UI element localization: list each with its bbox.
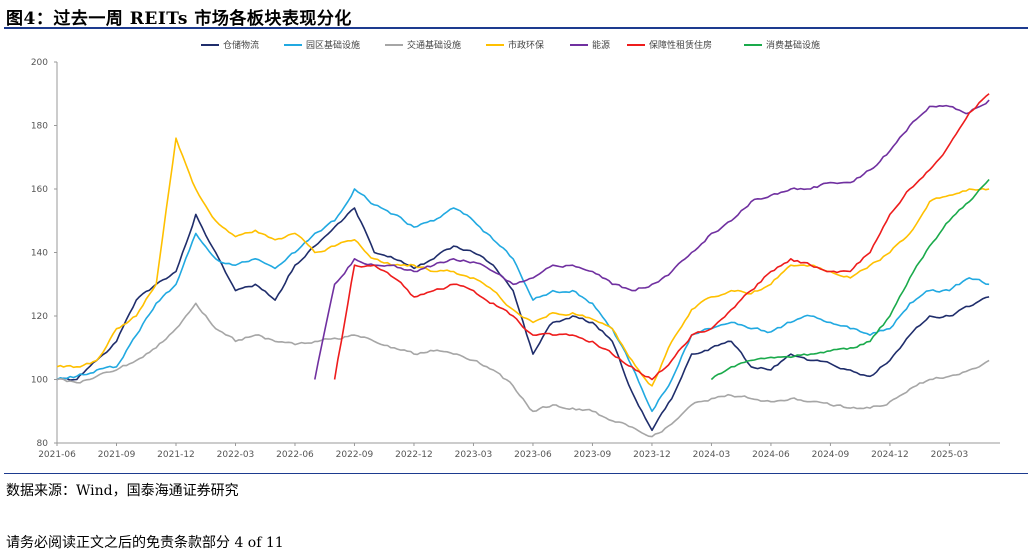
legend-label: 交通基础设施 xyxy=(407,39,461,51)
legend-item: 交通基础设施 xyxy=(385,39,461,51)
x-tick-label: 2023-03 xyxy=(455,450,493,460)
chart-axes: 80 100 120 140 160 180 200 2021-06 2021-09 2021-1… xyxy=(31,58,1000,460)
x-tick-label: 2023-06 xyxy=(514,450,552,460)
x-tick-label: 2024-06 xyxy=(752,450,790,460)
legend-label: 消费基础设施 xyxy=(766,39,820,51)
x-tick-label: 2024-03 xyxy=(693,450,731,460)
series-line-6 xyxy=(333,93,990,381)
x-tick-label: 2024-12 xyxy=(871,450,909,460)
series-line-7 xyxy=(710,178,990,381)
y-tick-label: 100 xyxy=(31,376,48,386)
x-tick-label: 2023-09 xyxy=(574,450,612,460)
x-tick-label: 2021-09 xyxy=(98,450,136,460)
chart-legend: 仓储物流 园区基础设施 交通基础设施 市政环保 能源 保障性租赁住房 消费基础设施 xyxy=(201,39,820,51)
legend-item: 能源 xyxy=(570,39,610,51)
legend-label: 仓储物流 xyxy=(223,39,259,51)
legend-item: 市政环保 xyxy=(486,39,544,51)
y-tick-label: 120 xyxy=(31,312,48,322)
legend-item: 保障性租赁住房 xyxy=(627,39,712,51)
y-tick-label: 180 xyxy=(31,122,48,132)
x-tick-label: 2021-12 xyxy=(157,450,195,460)
x-tick-label: 2022-09 xyxy=(336,450,374,460)
source-rule xyxy=(4,473,1028,474)
legend-item: 消费基础设施 xyxy=(744,39,820,51)
legend-label: 保障性租赁住房 xyxy=(649,39,712,51)
chart-series xyxy=(56,93,990,438)
x-tick-label: 2022-06 xyxy=(276,450,314,460)
page-footer: 请务必阅读正文之后的免责条款部分 4 of 11 xyxy=(6,535,284,551)
legend-label: 市政环保 xyxy=(508,39,544,51)
figure-title: 图4：过去一周 REITs 市场各板块表现分化 xyxy=(6,9,352,29)
x-tick-label: 2021-06 xyxy=(38,450,76,460)
legend-item: 园区基础设施 xyxy=(284,39,360,51)
series-line-4 xyxy=(56,137,990,387)
x-tick-label: 2022-12 xyxy=(395,450,433,460)
legend-label: 能源 xyxy=(592,39,610,51)
x-tick-label: 2023-12 xyxy=(633,450,671,460)
legend-item: 仓储物流 xyxy=(201,39,259,51)
x-tick-label: 2025-03 xyxy=(931,450,969,460)
series-line-2 xyxy=(56,188,990,413)
y-tick-label: 140 xyxy=(31,249,48,259)
legend-label: 园区基础设施 xyxy=(306,39,360,51)
source-note: 数据来源：Wind，国泰海通证券研究 xyxy=(6,483,239,499)
y-tick-label: 200 xyxy=(31,58,48,68)
series-line-5 xyxy=(314,99,990,380)
title-rule xyxy=(4,27,1028,29)
line-chart: 仓储物流 园区基础设施 交通基础设施 市政环保 能源 保障性租赁住房 消费基础设施 80 10… xyxy=(31,39,1000,460)
y-tick-label: 80 xyxy=(37,439,49,449)
x-tick-label: 2022-03 xyxy=(217,450,255,460)
x-tick-label: 2024-09 xyxy=(812,450,850,460)
series-line-1 xyxy=(56,207,990,432)
series-line-3 xyxy=(56,302,990,438)
y-tick-label: 160 xyxy=(31,185,48,195)
